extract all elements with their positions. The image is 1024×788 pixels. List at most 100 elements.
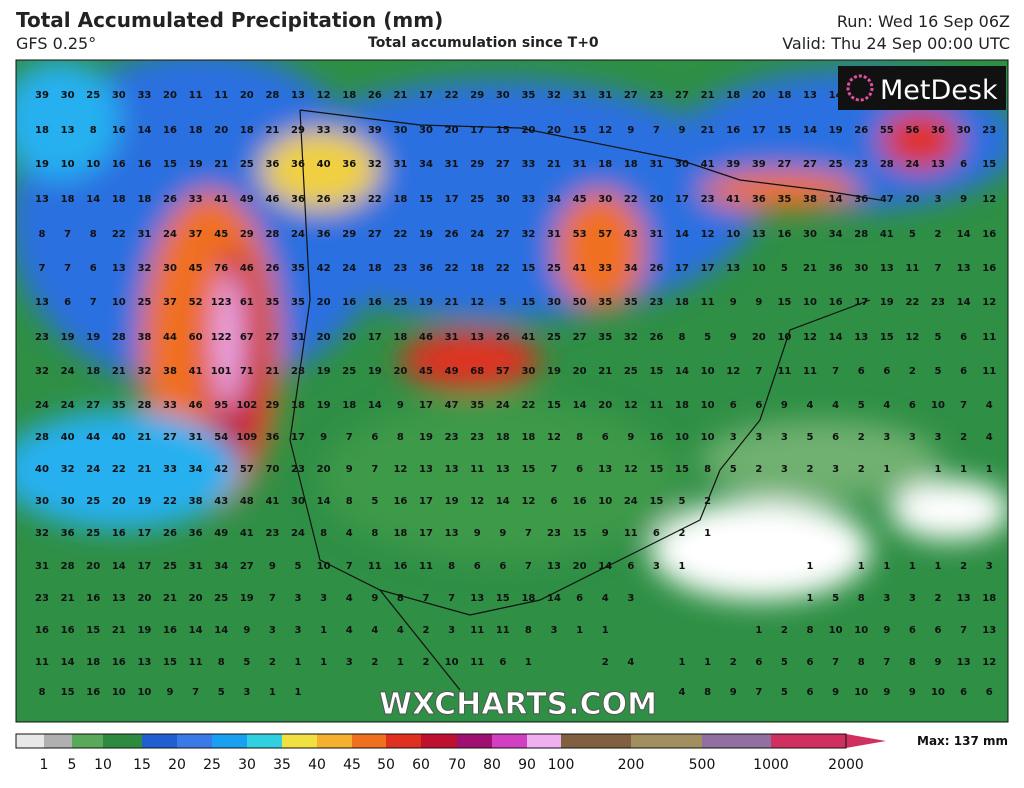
grid-value: 12: [470, 496, 484, 507]
grid-value: 10: [931, 687, 945, 698]
grid-value: 38: [803, 194, 817, 205]
grid-value: 30: [547, 297, 561, 308]
grid-value: 12: [521, 496, 535, 507]
grid-value: 26: [445, 229, 459, 240]
grid-value: 35: [265, 297, 279, 308]
grid-value: 122: [211, 332, 232, 343]
grid-value: 26: [265, 263, 279, 274]
grid-value: 41: [189, 366, 203, 377]
grid-value: 24: [86, 464, 100, 475]
grid-value: 9: [627, 432, 634, 443]
grid-value: 6: [474, 561, 481, 572]
grid-value: 9: [730, 297, 737, 308]
grid-value: 33: [189, 194, 203, 205]
grid-value: 6: [858, 366, 865, 377]
grid-value: 2: [679, 528, 686, 539]
grid-value: 1: [883, 561, 890, 572]
grid-value: 1: [909, 561, 916, 572]
grid-value: 6: [755, 657, 762, 668]
grid-value: 9: [243, 625, 250, 636]
grid-value: 68: [470, 366, 484, 377]
grid-value: 3: [627, 593, 634, 604]
grid-value: 10: [137, 687, 151, 698]
grid-value: 45: [419, 366, 433, 377]
grid-value: 15: [649, 496, 663, 507]
grid-value: 1: [755, 625, 762, 636]
grid-value: 24: [35, 400, 49, 411]
grid-value: 35: [521, 90, 535, 101]
grid-value: 37: [189, 229, 203, 240]
grid-value: 11: [803, 366, 817, 377]
grid-value: 20: [445, 125, 459, 136]
grid-value: 30: [675, 159, 689, 170]
grid-value: 28: [291, 366, 305, 377]
grid-value: 35: [470, 400, 484, 411]
grid-value: 12: [624, 464, 638, 475]
grid-value: 23: [470, 432, 484, 443]
grid-value: 15: [521, 297, 535, 308]
grid-value: 15: [163, 657, 177, 668]
grid-value: 6: [832, 432, 839, 443]
grid-value: 46: [189, 400, 203, 411]
grid-value: 7: [448, 593, 455, 604]
grid-value: 19: [880, 297, 894, 308]
colorbar-tick-label: 2000: [828, 757, 864, 773]
grid-value: 56: [905, 125, 919, 136]
grid-value: 9: [883, 687, 890, 698]
grid-value: 6: [935, 625, 942, 636]
grid-value: 27: [496, 229, 510, 240]
colorbar-tick-label: 90: [518, 757, 536, 773]
grid-value: 11: [649, 400, 663, 411]
grid-value: 1: [525, 657, 532, 668]
grid-value: 26: [163, 194, 177, 205]
grid-value: 57: [598, 229, 612, 240]
grid-value: 23: [393, 263, 407, 274]
grid-value: 20: [342, 332, 356, 343]
grid-value: 9: [730, 332, 737, 343]
grid-value: 17: [701, 263, 715, 274]
grid-value: 25: [547, 263, 561, 274]
grid-value: 13: [931, 159, 945, 170]
grid-value: 8: [218, 657, 225, 668]
grid-value: 19: [240, 593, 254, 604]
grid-value: 45: [573, 194, 587, 205]
grid-value: 13: [35, 194, 49, 205]
grid-value: 13: [470, 332, 484, 343]
grid-value: 6: [960, 366, 967, 377]
grid-value: 14: [547, 593, 561, 604]
grid-value: 13: [445, 528, 459, 539]
grid-value: 31: [649, 229, 663, 240]
grid-value: 40: [35, 464, 49, 475]
grid-value: 14: [61, 657, 75, 668]
grid-value: 31: [393, 159, 407, 170]
grid-value: 13: [880, 263, 894, 274]
grid-value: 30: [291, 496, 305, 507]
grid-value: 26: [649, 263, 663, 274]
grid-value: 22: [112, 464, 126, 475]
grid-value: 16: [368, 297, 382, 308]
grid-value: 47: [880, 194, 894, 205]
colorbar-tick-label: 35: [273, 757, 291, 773]
grid-value: 2: [269, 657, 276, 668]
grid-value: 5: [807, 432, 814, 443]
grid-value: 21: [598, 366, 612, 377]
grid-value: 20: [214, 125, 228, 136]
grid-value: 36: [829, 263, 843, 274]
grid-value: 40: [61, 432, 75, 443]
grid-value: 20: [189, 593, 203, 604]
grid-value: 18: [726, 90, 740, 101]
grid-value: 15: [573, 125, 587, 136]
grid-value: 8: [704, 687, 711, 698]
grid-value: 28: [112, 332, 126, 343]
grid-value: 18: [342, 90, 356, 101]
grid-value: 6: [807, 687, 814, 698]
grid-value: 8: [679, 332, 686, 343]
grid-value: 16: [112, 528, 126, 539]
grid-value: 6: [960, 159, 967, 170]
grid-value: 20: [317, 464, 331, 475]
grid-value: 22: [112, 229, 126, 240]
run-time: Run: Wed 16 Sep 06Z: [836, 12, 1010, 31]
grid-value: 36: [189, 528, 203, 539]
grid-value: 61: [240, 297, 254, 308]
grid-value: 2: [371, 657, 378, 668]
